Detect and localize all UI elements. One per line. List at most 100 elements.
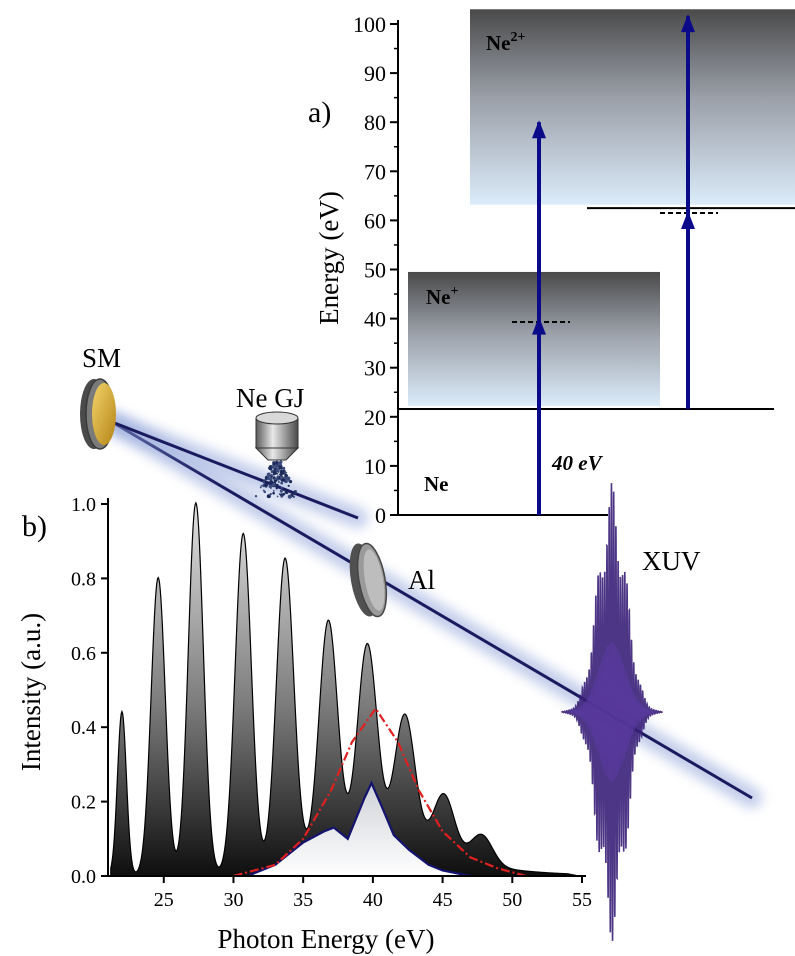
gas-particle xyxy=(274,463,279,468)
panel-a-tick-label: 0 xyxy=(375,503,386,528)
gas-particle xyxy=(272,491,275,495)
gas-particle xyxy=(284,490,289,494)
energy-levels xyxy=(398,207,795,516)
arrow-head-2-1 xyxy=(681,211,695,230)
gas-particle xyxy=(272,489,275,492)
panel-b-y-axis-title: Intensity (a.u.) xyxy=(16,613,46,771)
gas-particle xyxy=(282,489,286,492)
gas-particle xyxy=(266,494,271,499)
xuv-beam xyxy=(102,412,762,808)
panel-a-tick-label: 20 xyxy=(364,405,386,430)
gas-particle xyxy=(262,480,265,484)
ne-2plus-base: Ne xyxy=(486,31,511,55)
gas-particle xyxy=(275,470,278,473)
ne-plus-continuum xyxy=(408,271,660,406)
gas-particle xyxy=(293,490,296,494)
gas-particle xyxy=(276,495,279,498)
panel-a-tick-label: 100 xyxy=(353,12,386,37)
gas-particle xyxy=(263,490,267,494)
panel-b-y-tick-label: 0.0 xyxy=(71,866,96,888)
spectrum-plot xyxy=(110,501,580,878)
aluminum-filter-label: Al xyxy=(408,565,435,595)
panel-a-tick-label: 60 xyxy=(364,208,386,233)
envelope-fit-line xyxy=(233,706,527,878)
gas-particle xyxy=(254,494,258,498)
panel-a-tick-label: 10 xyxy=(364,454,386,479)
gas-particle xyxy=(268,484,273,489)
gas-particle xyxy=(279,475,284,480)
panel-b-spectrum: 0.0 0.2 0.4 0.6 0.8 1.0 25 30 35 40 45 50 55 b) Inte… xyxy=(16,494,592,954)
gas-jet-particles xyxy=(254,460,298,499)
spherical-mirror xyxy=(80,378,116,450)
gas-particle xyxy=(287,484,290,487)
panel-a-tick-label: 70 xyxy=(364,159,386,184)
panel-a-energy-diagram: 0 10 20 30 40 50 60 70 80 90 100 a) Energy (eV) Ne… xyxy=(308,9,795,528)
xuv-pulse-waveform xyxy=(561,483,663,941)
gas-particle xyxy=(271,482,276,487)
panel-a-y-axis-title: Energy (eV) xyxy=(314,191,344,325)
panel-b-x-tick-label: 25 xyxy=(154,889,174,911)
ionization-bands xyxy=(408,9,795,406)
gas-particle xyxy=(285,471,288,474)
gas-particle xyxy=(286,476,291,481)
experimental-setup: SM Ne GJ Al XUV xyxy=(80,343,762,941)
panel-a-tick-label: 90 xyxy=(364,61,386,86)
gas-particle xyxy=(259,486,262,489)
panel-a-y-axis: 0 10 20 30 40 50 60 70 80 90 100 xyxy=(353,12,399,528)
panel-b-x-axis-title: Photon Energy (eV) xyxy=(218,924,435,954)
panel-b-x-tick-label: 55 xyxy=(572,889,592,911)
panel-b-axes: 0.0 0.2 0.4 0.6 0.8 1.0 25 30 35 40 45 50 55 xyxy=(71,494,592,911)
gas-particle xyxy=(283,469,286,472)
gas-particle xyxy=(277,481,280,483)
ne-2plus-continuum xyxy=(470,9,795,205)
harmonic-spectrum-area xyxy=(110,501,580,877)
panel-a-tick-label: 50 xyxy=(364,258,386,283)
ne-plus-base: Ne xyxy=(426,285,451,309)
gas-particle xyxy=(280,486,283,489)
gas-particle xyxy=(270,473,273,477)
gas-particle xyxy=(287,494,292,499)
panel-a-label: a) xyxy=(308,96,331,129)
gas-particle xyxy=(269,480,274,485)
gas-jet-label: Ne GJ xyxy=(236,383,304,413)
gas-particle xyxy=(288,480,290,482)
gas-particle xyxy=(272,470,277,475)
state-ne-plus-label: Ne+ xyxy=(426,284,459,309)
panel-b-y-tick-label: 0.6 xyxy=(71,643,96,665)
gas-particle xyxy=(279,466,283,470)
transmitted-spectrum-area xyxy=(247,783,471,876)
gas-particle xyxy=(277,461,282,466)
ne-2plus-charge: 2+ xyxy=(511,30,526,45)
panel-b-x-tick-label: 50 xyxy=(502,889,522,911)
gas-particle xyxy=(273,467,275,470)
arrow-head-1-2 xyxy=(532,120,546,139)
photon-energy-label: 40 eV xyxy=(551,451,604,475)
gas-particle xyxy=(269,492,272,496)
panel-b-x-tick-label: 45 xyxy=(433,889,453,911)
panel-a-tick-label: 80 xyxy=(364,110,386,135)
gas-particle xyxy=(284,476,288,480)
gas-particle xyxy=(280,495,283,498)
gas-particle xyxy=(274,477,277,481)
state-ne-2plus-label: Ne2+ xyxy=(486,30,526,55)
gas-particle xyxy=(272,463,275,466)
arrow-head-2-2 xyxy=(681,14,695,33)
gas-particle xyxy=(275,487,278,490)
spherical-mirror-label: SM xyxy=(82,343,121,373)
gas-particle xyxy=(267,472,271,476)
gas-particle xyxy=(276,472,279,475)
gas-particle xyxy=(282,478,286,482)
gas-particle xyxy=(280,481,284,485)
gas-particle xyxy=(279,489,283,493)
panel-a-tick-label: 30 xyxy=(364,356,386,381)
panel-b-y-tick-label: 1.0 xyxy=(71,494,96,516)
panel-b-label: b) xyxy=(22,510,47,543)
photon-arrows xyxy=(532,14,695,515)
gas-particle xyxy=(264,482,269,487)
gas-particle xyxy=(292,495,295,498)
panel-b-y-tick-label: 0.4 xyxy=(71,717,96,739)
panel-a-tick-label: 40 xyxy=(364,307,386,332)
ne-plus-charge: + xyxy=(451,284,459,299)
xuv-pulse-inner-trace xyxy=(569,642,655,782)
gas-particle xyxy=(268,476,273,481)
